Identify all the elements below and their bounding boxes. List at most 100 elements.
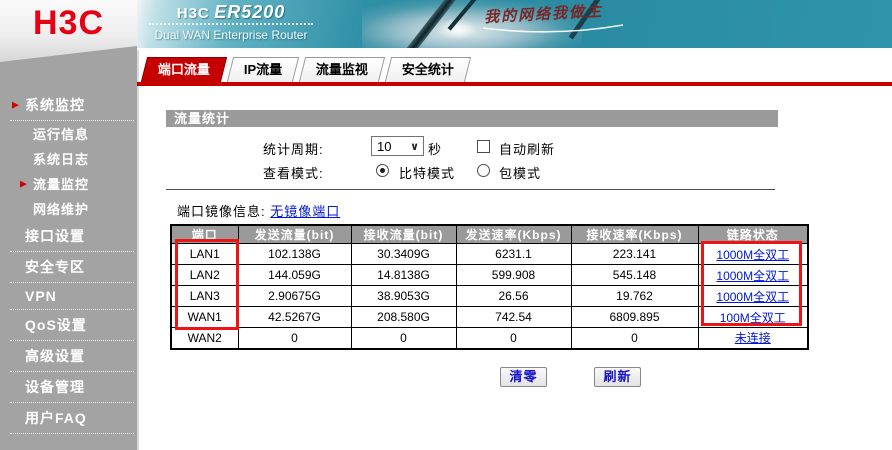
col-header-tx: 发送流量(bit) — [237, 224, 352, 244]
table-row: WAN1 42.5267G 208.580G 742.54 6809.895 1… — [170, 306, 809, 328]
rx-rate-cell: 223.141 — [570, 243, 699, 265]
slogan-underline — [482, 24, 624, 33]
link-status-cell: 1000M全双工 — [697, 243, 809, 265]
product-brand: H3C — [176, 5, 210, 22]
rx-rate-cell: 19.762 — [570, 285, 699, 307]
section-title-bar: 流量统计 — [166, 110, 778, 127]
rx-rate-cell: 0 — [570, 327, 699, 349]
link-status-link[interactable]: 1000M全双工 — [716, 247, 790, 262]
link-status-link[interactable]: 1000M全双工 — [716, 268, 790, 283]
sidebar-item-interface-settings[interactable]: 接口设置 — [10, 221, 134, 252]
sidebar-item-network-maintenance[interactable]: 网络维护 — [33, 202, 90, 217]
tx-rate-cell: 26.56 — [455, 285, 572, 307]
col-header-tx-rate: 发送速率(Kbps) — [455, 224, 572, 244]
product-model: ER5200 — [214, 2, 286, 22]
tab-port-traffic[interactable]: 端口流量 — [140, 57, 228, 82]
product-subtitle: Dual WAN Enterprise Router — [154, 28, 308, 42]
tab-security-stats[interactable]: 安全统计 — [385, 57, 472, 82]
table-row: WAN2 0 0 0 0 未连接 — [170, 327, 809, 349]
sidebar-item-system-monitor[interactable]: ▶ 系统监控 — [10, 90, 134, 121]
product-title: H3C ER5200 Dual WAN Enterprise Router — [145, 2, 317, 42]
clear-button[interactable]: 清零 — [500, 367, 547, 387]
tx-rate-cell: 599.908 — [455, 264, 572, 286]
rx-cell: 38.9053G — [350, 285, 457, 307]
auto-refresh-label: 自动刷新 — [499, 142, 556, 157]
table-header-row: 端口 发送流量(bit) 接收流量(bit) 发送速率(Kbps) 接收速率(K… — [170, 224, 809, 244]
tx-cell: 42.5267G — [237, 306, 352, 328]
sidebar-item-vpn[interactable]: VPN — [10, 283, 134, 310]
table-row: LAN3 2.90675G 38.9053G 26.56 19.762 1000… — [170, 285, 809, 307]
sidebar-item-user-faq[interactable]: 用户FAQ — [10, 403, 134, 434]
rx-rate-cell: 6809.895 — [570, 306, 699, 328]
sparkle-highlight — [437, 18, 477, 40]
sidebar-item-system-log[interactable]: 系统日志 — [33, 152, 90, 167]
tab-ip-traffic[interactable]: IP流量 — [226, 57, 300, 82]
tx-cell: 0 — [237, 327, 352, 349]
col-header-rx: 接收流量(bit) — [350, 224, 457, 244]
auto-refresh-checkbox[interactable] — [477, 140, 490, 153]
col-header-port: 端口 — [170, 224, 239, 244]
rx-cell: 14.8138G — [350, 264, 457, 286]
bit-mode-label: 比特模式 — [399, 166, 456, 181]
sidebar-item-traffic-monitor[interactable]: ▶ 流量监控 — [20, 177, 90, 192]
tx-rate-cell: 0 — [455, 327, 572, 349]
port-cell: LAN2 — [170, 264, 239, 286]
sidebar-item-advanced[interactable]: 高级设置 — [10, 341, 134, 372]
rx-cell: 208.580G — [350, 306, 457, 328]
sidebar-item-qos[interactable]: QoS设置 — [10, 310, 134, 341]
active-arrow-icon: ▶ — [12, 99, 20, 110]
link-status-link[interactable]: 1000M全双工 — [716, 289, 790, 304]
link-status-cell: 1000M全双工 — [697, 285, 809, 307]
mirror-info-line: 端口镜像信息: 无镜像端口 — [177, 201, 340, 220]
tx-cell: 102.138G — [237, 243, 352, 265]
link-status-cell: 未连接 — [697, 327, 809, 349]
col-header-rx-rate: 接收速率(Kbps) — [570, 224, 699, 244]
section-divider — [166, 189, 775, 190]
bit-mode-radio[interactable] — [376, 164, 389, 177]
packet-mode-radio[interactable] — [477, 164, 490, 177]
packet-mode-label: 包模式 — [499, 166, 542, 181]
rx-rate-cell: 545.148 — [570, 264, 699, 286]
sidebar: ▶ 系统监控 运行信息 系统日志 ▶ 流量监控 网络维护 接口设置 安全专区 — [0, 46, 137, 450]
mirror-info-label: 端口镜像信息: — [177, 204, 266, 219]
tab-bar: 端口流量 IP流量 流量监视 安全统计 — [140, 57, 472, 82]
rx-cell: 0 — [350, 327, 457, 349]
rx-cell: 30.3409G — [350, 243, 457, 265]
table-row: LAN2 144.059G 14.8138G 599.908 545.148 1… — [170, 264, 809, 286]
period-select-value: 10 — [377, 138, 392, 154]
mirror-port-link[interactable]: 无镜像端口 — [270, 204, 341, 219]
stat-period-label: 统计周期: — [263, 142, 324, 157]
view-mode-label: 查看模式: — [263, 166, 324, 181]
link-status-cell: 1000M全双工 — [697, 264, 809, 286]
tx-cell: 2.90675G — [237, 285, 352, 307]
sidebar-menu: ▶ 系统监控 运行信息 系统日志 ▶ 流量监控 网络维护 接口设置 安全专区 — [0, 46, 137, 434]
tab-traffic-watch[interactable]: 流量监视 — [299, 57, 386, 82]
port-cell: LAN3 — [170, 285, 239, 307]
port-cell: WAN2 — [170, 327, 239, 349]
link-status-link[interactable]: 100M全双工 — [719, 310, 786, 325]
table-row: LAN1 102.138G 30.3409G 6231.1 223.141 10… — [170, 243, 809, 265]
dotted-divider — [149, 23, 313, 25]
sidebar-item-device-management[interactable]: 设备管理 — [10, 372, 134, 403]
sidebar-item-security-zone[interactable]: 安全专区 — [10, 252, 134, 283]
tx-rate-cell: 6231.1 — [455, 243, 572, 265]
active-arrow-icon: ▶ — [20, 178, 28, 188]
refresh-button[interactable]: 刷新 — [594, 367, 641, 387]
col-header-link-status: 链路状态 — [697, 224, 809, 244]
port-traffic-table: 端口 发送流量(bit) 接收流量(bit) 发送速率(Kbps) 接收速率(K… — [170, 224, 809, 350]
period-unit-label: 秒 — [428, 142, 443, 157]
link-status-cell: 100M全双工 — [697, 306, 809, 328]
port-cell: LAN1 — [170, 243, 239, 265]
content-left-divider — [137, 50, 139, 450]
link-status-link[interactable]: 未连接 — [734, 331, 771, 346]
port-cell: WAN1 — [170, 306, 239, 328]
h3c-logo: H3C — [32, 4, 105, 42]
sidebar-item-running-info[interactable]: 运行信息 — [33, 127, 90, 142]
chevron-down-icon: ∨ — [410, 140, 419, 153]
tx-cell: 144.059G — [237, 264, 352, 286]
period-select[interactable]: 10 ∨ — [371, 136, 424, 156]
tab-accent-line — [137, 82, 892, 86]
tx-rate-cell: 742.54 — [455, 306, 572, 328]
header-banner: H3C ER5200 Dual WAN Enterprise Router 我的… — [137, 0, 892, 48]
